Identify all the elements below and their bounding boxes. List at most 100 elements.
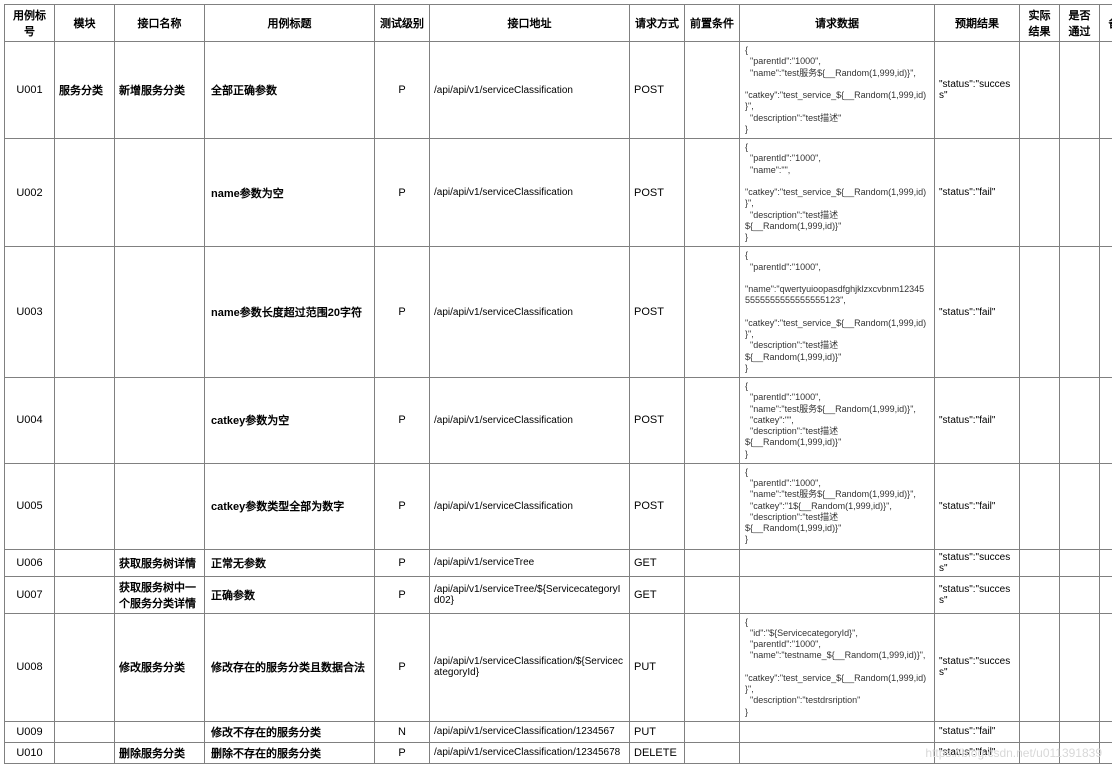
cell-reqdata: { "parentId":"1000", "name":"qwertyuioop… bbox=[740, 247, 935, 378]
cell-level: P bbox=[375, 42, 430, 139]
cell-interface bbox=[115, 378, 205, 464]
cell-method: GET bbox=[630, 549, 685, 576]
cell-interface: 修改服务分类 bbox=[115, 613, 205, 721]
cell-id: U008 bbox=[5, 613, 55, 721]
cell-precond bbox=[685, 139, 740, 247]
cell-method: POST bbox=[630, 378, 685, 464]
col-actual: 实际结果 bbox=[1020, 5, 1060, 42]
cell-pass bbox=[1060, 378, 1100, 464]
cell-level: P bbox=[375, 247, 430, 378]
cell-expect: "status":"success" bbox=[935, 613, 1020, 721]
cell-actual bbox=[1020, 378, 1060, 464]
col-id: 用例标号 bbox=[5, 5, 55, 42]
cell-module bbox=[55, 463, 115, 549]
cell-level: P bbox=[375, 139, 430, 247]
cell-url: /api/api/v1/serviceClassification/123456… bbox=[430, 742, 630, 763]
col-pass: 是否通过 bbox=[1060, 5, 1100, 42]
cell-level: P bbox=[375, 378, 430, 464]
cell-expect: "status":"success" bbox=[935, 549, 1020, 576]
cell-module bbox=[55, 247, 115, 378]
table-row: U005catkey参数类型全部为数字P/api/api/v1/serviceC… bbox=[5, 463, 1112, 549]
cell-module bbox=[55, 378, 115, 464]
cell-title: name参数为空 bbox=[205, 139, 375, 247]
cell-module bbox=[55, 613, 115, 721]
cell-reqdata bbox=[740, 576, 935, 613]
cell-title: 全部正确参数 bbox=[205, 42, 375, 139]
col-method: 请求方式 bbox=[630, 5, 685, 42]
cell-precond bbox=[685, 576, 740, 613]
col-title: 用例标题 bbox=[205, 5, 375, 42]
cell-title: 正确参数 bbox=[205, 576, 375, 613]
cell-interface bbox=[115, 721, 205, 742]
cell-note bbox=[1100, 42, 1112, 139]
cell-url: /api/api/v1/serviceClassification bbox=[430, 139, 630, 247]
cell-interface bbox=[115, 463, 205, 549]
cell-url: /api/api/v1/serviceTree/${Servicecategor… bbox=[430, 576, 630, 613]
cell-reqdata: { "id":"${ServicecategoryId}", "parentId… bbox=[740, 613, 935, 721]
cell-pass bbox=[1060, 721, 1100, 742]
cell-precond bbox=[685, 463, 740, 549]
cell-id: U002 bbox=[5, 139, 55, 247]
cell-id: U010 bbox=[5, 742, 55, 763]
test-case-table: 用例标号 模块 接口名称 用例标题 测试级别 接口地址 请求方式 前置条件 请求… bbox=[4, 4, 1112, 764]
col-interface: 接口名称 bbox=[115, 5, 205, 42]
cell-precond bbox=[685, 247, 740, 378]
table-body: U001服务分类新增服务分类全部正确参数P/api/api/v1/service… bbox=[5, 42, 1112, 764]
cell-precond bbox=[685, 378, 740, 464]
cell-note bbox=[1100, 576, 1112, 613]
cell-id: U006 bbox=[5, 549, 55, 576]
cell-actual bbox=[1020, 42, 1060, 139]
cell-reqdata: { "parentId":"1000", "name":"", "catkey"… bbox=[740, 139, 935, 247]
cell-module bbox=[55, 139, 115, 247]
cell-precond bbox=[685, 42, 740, 139]
cell-interface bbox=[115, 139, 205, 247]
cell-title: 删除不存在的服务分类 bbox=[205, 742, 375, 763]
cell-title: 修改存在的服务分类且数据合法 bbox=[205, 613, 375, 721]
table-row: U010删除服务分类删除不存在的服务分类P/api/api/v1/service… bbox=[5, 742, 1112, 763]
cell-pass bbox=[1060, 549, 1100, 576]
table-header-row: 用例标号 模块 接口名称 用例标题 测试级别 接口地址 请求方式 前置条件 请求… bbox=[5, 5, 1112, 42]
col-precond: 前置条件 bbox=[685, 5, 740, 42]
cell-note bbox=[1100, 247, 1112, 378]
cell-level: P bbox=[375, 576, 430, 613]
cell-url: /api/api/v1/serviceClassification bbox=[430, 463, 630, 549]
cell-pass bbox=[1060, 576, 1100, 613]
cell-title: 修改不存在的服务分类 bbox=[205, 721, 375, 742]
col-expect: 预期结果 bbox=[935, 5, 1020, 42]
table-row: U004catkey参数为空P/api/api/v1/serviceClassi… bbox=[5, 378, 1112, 464]
cell-expect: "status":"success" bbox=[935, 42, 1020, 139]
col-note: 备注 bbox=[1100, 5, 1112, 42]
table-row: U007获取服务树中一个服务分类详情正确参数P/api/api/v1/servi… bbox=[5, 576, 1112, 613]
cell-actual bbox=[1020, 576, 1060, 613]
cell-method: POST bbox=[630, 463, 685, 549]
cell-actual bbox=[1020, 549, 1060, 576]
cell-note bbox=[1100, 613, 1112, 721]
table-row: U008修改服务分类修改存在的服务分类且数据合法P/api/api/v1/ser… bbox=[5, 613, 1112, 721]
cell-url: /api/api/v1/serviceTree bbox=[430, 549, 630, 576]
cell-level: P bbox=[375, 742, 430, 763]
cell-title: 正常无参数 bbox=[205, 549, 375, 576]
cell-actual bbox=[1020, 139, 1060, 247]
cell-method: GET bbox=[630, 576, 685, 613]
cell-interface bbox=[115, 247, 205, 378]
cell-module bbox=[55, 549, 115, 576]
col-module: 模块 bbox=[55, 5, 115, 42]
cell-method: PUT bbox=[630, 613, 685, 721]
cell-note bbox=[1100, 742, 1112, 763]
cell-level: P bbox=[375, 463, 430, 549]
cell-actual bbox=[1020, 247, 1060, 378]
cell-precond bbox=[685, 613, 740, 721]
cell-interface: 获取服务树中一个服务分类详情 bbox=[115, 576, 205, 613]
col-reqdata: 请求数据 bbox=[740, 5, 935, 42]
cell-url: /api/api/v1/serviceClassification bbox=[430, 247, 630, 378]
cell-method: POST bbox=[630, 42, 685, 139]
cell-pass bbox=[1060, 613, 1100, 721]
cell-module bbox=[55, 576, 115, 613]
cell-precond bbox=[685, 549, 740, 576]
table-row: U001服务分类新增服务分类全部正确参数P/api/api/v1/service… bbox=[5, 42, 1112, 139]
cell-pass bbox=[1060, 42, 1100, 139]
cell-url: /api/api/v1/serviceClassification/123456… bbox=[430, 721, 630, 742]
cell-reqdata: { "parentId":"1000", "name":"test服务${__R… bbox=[740, 463, 935, 549]
cell-expect: "status":"fail" bbox=[935, 139, 1020, 247]
cell-interface: 获取服务树详情 bbox=[115, 549, 205, 576]
